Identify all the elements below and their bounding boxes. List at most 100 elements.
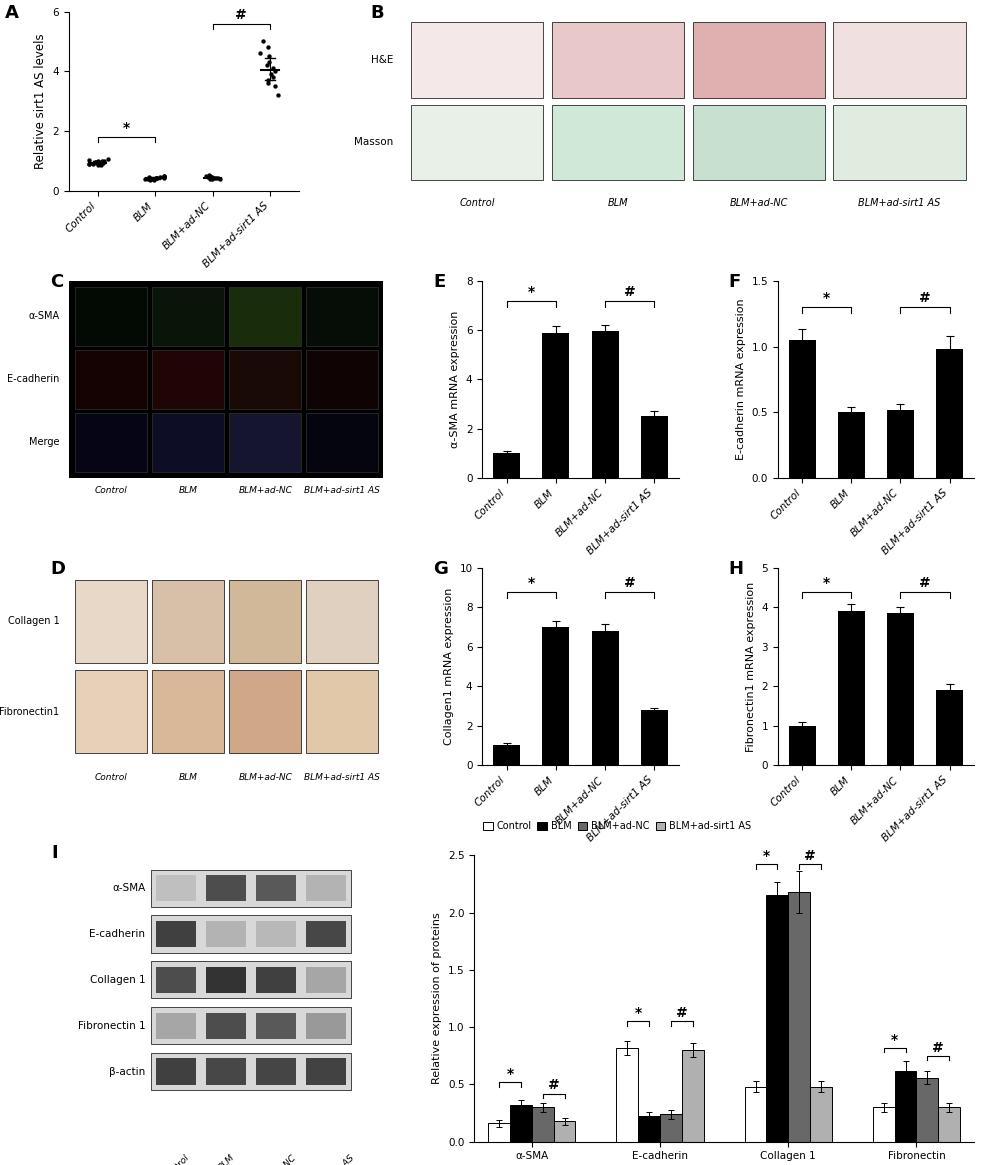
- Point: [199, 167, 215, 185]
- Bar: [156, 967, 196, 993]
- Point: [95, 154, 111, 172]
- Point: [142, 168, 157, 186]
- Bar: [306, 967, 346, 993]
- Bar: [306, 350, 379, 409]
- Legend: Control, BLM, BLM+ad-NC, BLM+ad-sirt1 AS: Control, BLM, BLM+ad-NC, BLM+ad-sirt1 AS: [479, 817, 756, 835]
- Bar: [229, 671, 301, 754]
- Text: E-cadherin: E-cadherin: [7, 374, 59, 384]
- Text: Collagen 1: Collagen 1: [90, 975, 146, 984]
- Bar: [873, 1107, 894, 1142]
- Point: [140, 170, 155, 189]
- Point: [261, 73, 277, 92]
- Bar: [789, 340, 816, 478]
- Bar: [306, 412, 379, 472]
- Point: [256, 33, 272, 51]
- Point: [268, 62, 283, 80]
- Bar: [229, 350, 301, 409]
- Y-axis label: Collagen1 mRNA expression: Collagen1 mRNA expression: [444, 588, 454, 746]
- Point: [96, 151, 112, 170]
- Text: #: #: [676, 1007, 688, 1021]
- Text: #: #: [919, 576, 931, 589]
- Text: BLM+ad-sirt1 AS: BLM+ad-sirt1 AS: [296, 1153, 356, 1165]
- Bar: [591, 331, 619, 478]
- Text: Control: Control: [460, 198, 495, 207]
- Bar: [156, 922, 196, 947]
- Point: [265, 59, 280, 78]
- Bar: [488, 1123, 510, 1142]
- Text: E-cadherin: E-cadherin: [90, 929, 146, 939]
- Point: [85, 155, 100, 174]
- Bar: [256, 875, 296, 902]
- Text: *: *: [527, 576, 535, 589]
- Text: #: #: [548, 1079, 560, 1093]
- Text: BLM: BLM: [216, 1153, 236, 1165]
- Bar: [153, 580, 224, 663]
- Text: Fibronectin1: Fibronectin1: [0, 707, 59, 716]
- Point: [202, 168, 217, 186]
- Point: [142, 170, 157, 189]
- Text: #: #: [624, 284, 636, 299]
- Bar: [306, 580, 379, 663]
- Text: Control: Control: [161, 1153, 191, 1165]
- Point: [202, 170, 217, 189]
- Point: [204, 168, 219, 186]
- Text: BLM+ad-NC: BLM+ad-NC: [729, 198, 788, 207]
- Text: BLM+ad-NC: BLM+ad-NC: [238, 486, 292, 495]
- Text: BLM+ad-sirt1 AS: BLM+ad-sirt1 AS: [304, 486, 380, 495]
- Point: [155, 168, 171, 186]
- Text: *: *: [527, 284, 535, 299]
- Bar: [153, 287, 224, 346]
- Point: [155, 169, 171, 188]
- Bar: [207, 875, 246, 902]
- Point: [147, 171, 162, 190]
- Bar: [936, 690, 963, 765]
- Bar: [256, 967, 296, 993]
- Text: I: I: [51, 843, 58, 862]
- Bar: [207, 1059, 246, 1085]
- Y-axis label: α-SMA mRNA expression: α-SMA mRNA expression: [451, 311, 461, 449]
- Text: α-SMA: α-SMA: [29, 311, 59, 322]
- Point: [81, 151, 96, 170]
- Bar: [887, 410, 914, 478]
- Text: *: *: [824, 291, 830, 305]
- Point: [99, 150, 115, 169]
- Bar: [939, 1107, 960, 1142]
- Bar: [532, 1107, 554, 1142]
- Bar: [411, 105, 543, 179]
- Text: H&E: H&E: [371, 55, 394, 65]
- Point: [88, 153, 103, 171]
- Bar: [156, 875, 196, 902]
- Bar: [810, 1087, 831, 1142]
- Bar: [789, 726, 816, 765]
- Text: *: *: [892, 1032, 898, 1046]
- Bar: [916, 1078, 939, 1142]
- Text: F: F: [728, 273, 741, 291]
- Point: [263, 65, 278, 84]
- Bar: [153, 671, 224, 754]
- Point: [201, 165, 216, 184]
- Bar: [411, 22, 543, 98]
- Point: [81, 154, 96, 172]
- Text: α-SMA: α-SMA: [112, 883, 146, 894]
- Text: BLM: BLM: [179, 486, 198, 495]
- Bar: [788, 892, 810, 1142]
- Point: [261, 54, 277, 72]
- Bar: [552, 22, 684, 98]
- Bar: [75, 580, 148, 663]
- Bar: [493, 746, 521, 765]
- Bar: [641, 709, 667, 765]
- Text: C: C: [50, 273, 63, 291]
- Point: [260, 56, 276, 75]
- Point: [207, 169, 222, 188]
- Point: [93, 155, 109, 174]
- Bar: [936, 350, 963, 478]
- Bar: [75, 287, 148, 346]
- Point: [89, 153, 104, 171]
- Text: Fibronectin 1: Fibronectin 1: [78, 1021, 146, 1031]
- Y-axis label: Fibronectin1 mRNA expression: Fibronectin1 mRNA expression: [746, 581, 756, 751]
- Bar: [75, 350, 148, 409]
- Bar: [660, 1114, 682, 1142]
- Text: Collagen 1: Collagen 1: [8, 616, 59, 627]
- Point: [261, 71, 277, 90]
- Point: [205, 170, 220, 189]
